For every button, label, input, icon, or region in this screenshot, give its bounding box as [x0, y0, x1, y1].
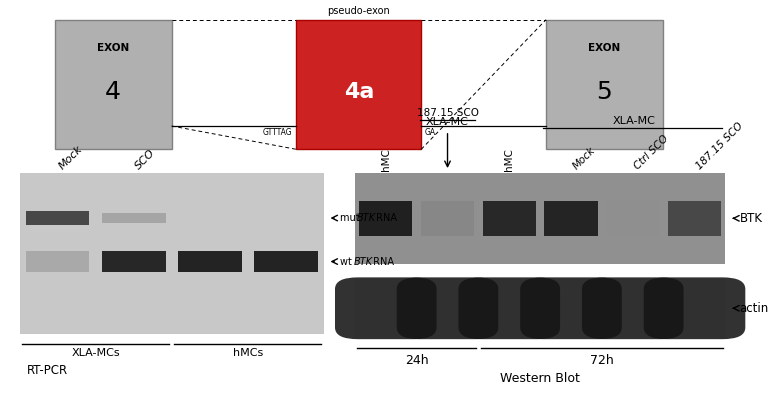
Text: pseudo-exon: pseudo-exon: [328, 6, 390, 16]
FancyBboxPatch shape: [520, 277, 622, 339]
Text: 187.15 SCO: 187.15 SCO: [694, 120, 745, 171]
Text: XLA-MCs: XLA-MCs: [71, 348, 120, 358]
Text: Ctrl SCO: Ctrl SCO: [633, 133, 671, 171]
Bar: [483, 201, 536, 235]
Bar: [101, 251, 165, 272]
Text: hMCs: hMCs: [232, 348, 263, 358]
Bar: [355, 173, 725, 264]
Text: 187.15 SCO: 187.15 SCO: [417, 108, 478, 118]
Text: XLA-MC: XLA-MC: [613, 116, 656, 126]
Text: 4: 4: [105, 80, 121, 105]
Bar: [254, 251, 317, 272]
Bar: [26, 211, 90, 225]
Text: Mock: Mock: [58, 143, 85, 171]
Bar: [178, 251, 242, 272]
Text: 72h: 72h: [590, 354, 614, 367]
Text: RNA: RNA: [373, 213, 397, 223]
Text: BTK: BTK: [356, 213, 376, 223]
Text: hMC: hMC: [505, 148, 514, 171]
Bar: [296, 20, 421, 149]
FancyBboxPatch shape: [644, 277, 746, 339]
Text: XLA-MC: XLA-MC: [426, 117, 469, 127]
Text: GA: GA: [425, 128, 436, 137]
Bar: [101, 213, 165, 223]
Text: mut: mut: [340, 213, 363, 223]
Bar: [360, 201, 413, 235]
Text: SCO: SCO: [133, 147, 158, 171]
Bar: [421, 201, 474, 235]
Bar: [26, 251, 90, 272]
Bar: [668, 201, 721, 235]
Bar: [355, 279, 725, 338]
Bar: [55, 20, 172, 149]
FancyBboxPatch shape: [459, 277, 560, 339]
Text: 5: 5: [597, 80, 612, 105]
Text: EXON: EXON: [588, 43, 621, 53]
Text: BTK: BTK: [353, 257, 373, 266]
Bar: [20, 173, 324, 334]
FancyBboxPatch shape: [582, 277, 683, 339]
Text: RT-PCR: RT-PCR: [27, 364, 69, 377]
Text: wt: wt: [340, 257, 355, 266]
Text: actin: actin: [739, 302, 769, 315]
Text: Mock: Mock: [571, 145, 597, 171]
Text: RNA: RNA: [370, 257, 394, 266]
Text: 24h: 24h: [405, 354, 428, 367]
Text: 4a: 4a: [344, 83, 374, 102]
Bar: [544, 201, 597, 235]
Text: hMC: hMC: [381, 148, 391, 171]
FancyBboxPatch shape: [397, 277, 498, 339]
Bar: [546, 20, 663, 149]
Text: BTK: BTK: [739, 212, 762, 225]
FancyBboxPatch shape: [335, 277, 437, 339]
Text: GTTTAG: GTTTAG: [263, 128, 292, 137]
Text: EXON: EXON: [97, 43, 129, 53]
Bar: [606, 201, 659, 235]
Text: Western Blot: Western Blot: [500, 372, 580, 385]
